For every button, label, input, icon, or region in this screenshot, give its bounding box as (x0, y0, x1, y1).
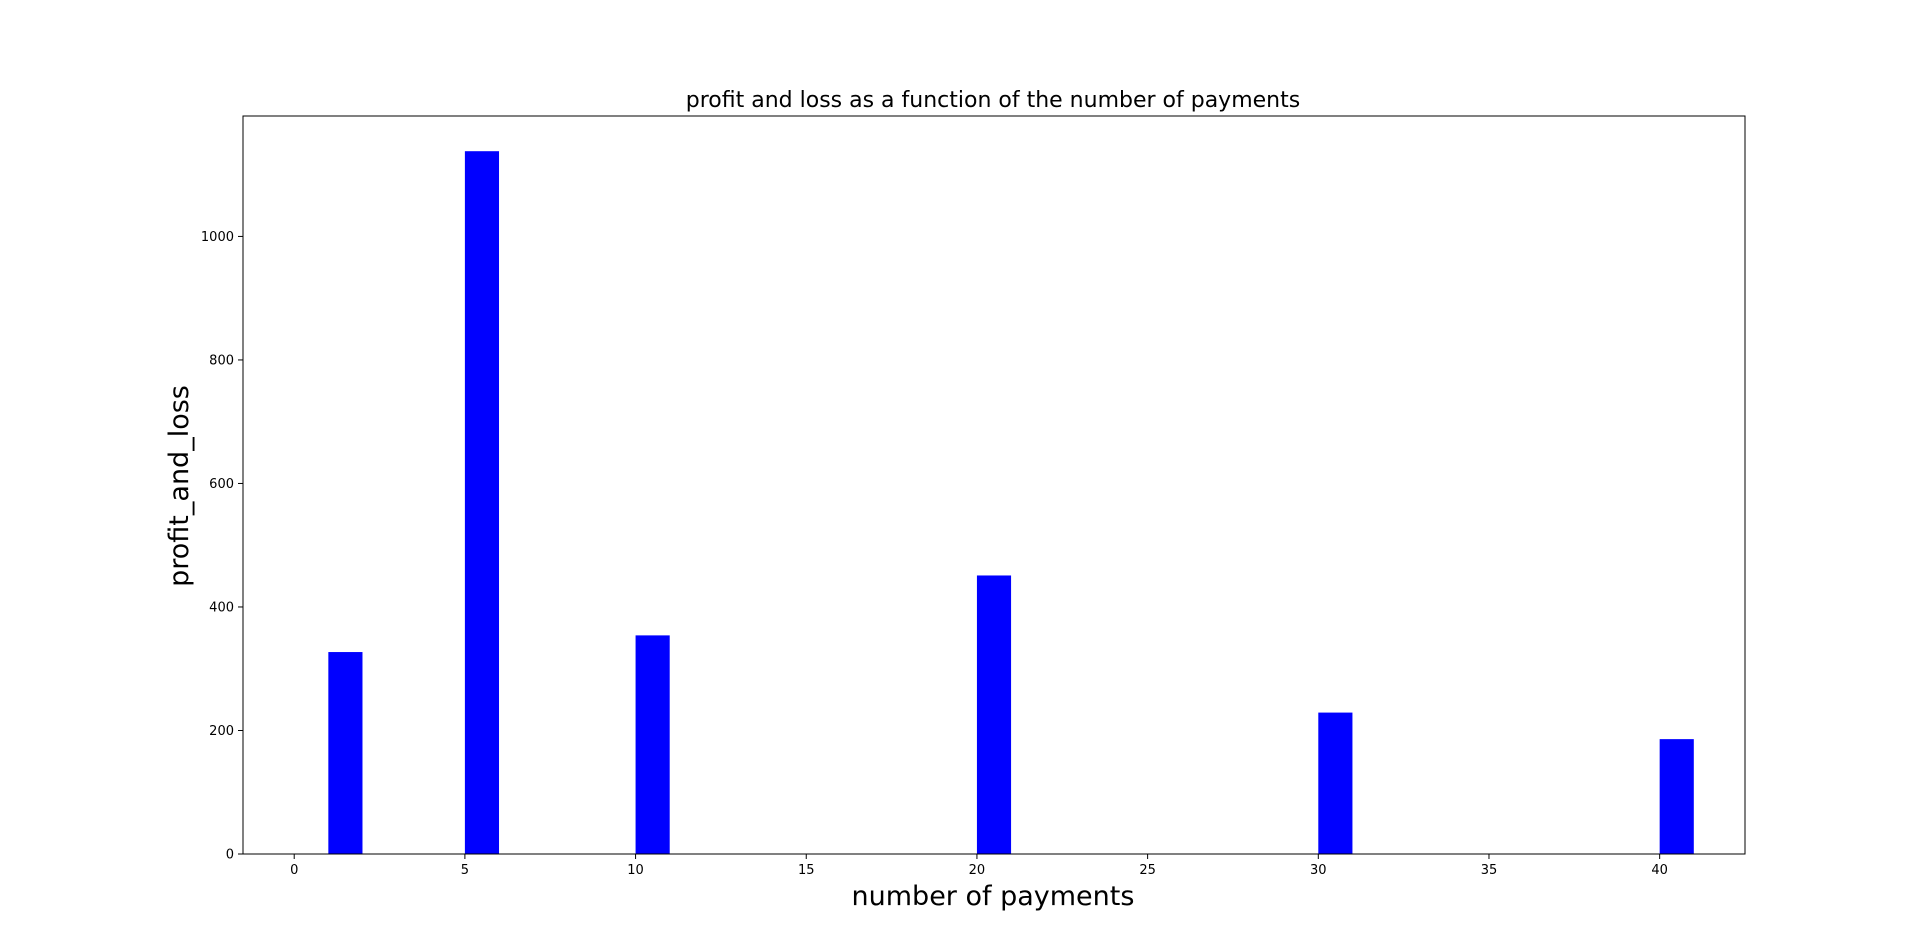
x-tick-label: 40 (1651, 863, 1668, 878)
y-tick-label: 200 (209, 724, 234, 739)
chart-title: profit and loss as a function of the num… (686, 88, 1300, 113)
x-tick-label: 10 (627, 863, 644, 878)
bar-10 (635, 635, 670, 854)
y-tick-label: 400 (209, 600, 234, 615)
bar-20 (976, 575, 1012, 854)
x-tick-label: 0 (290, 863, 298, 878)
x-axis-ticks: 0 5 10 15 20 25 30 35 40 (290, 854, 1668, 878)
y-tick-label: 800 (209, 353, 234, 368)
bar-5 (464, 151, 500, 854)
y-tick-label: 600 (209, 477, 234, 492)
y-tick-label: 0 (226, 848, 234, 863)
x-axis-label: number of payments (852, 881, 1135, 912)
y-axis-label: profit_and_loss (164, 385, 195, 587)
bar-30 (1318, 712, 1353, 854)
bars-layer (328, 151, 1694, 854)
x-tick-label: 25 (1139, 863, 1156, 878)
x-tick-label: 20 (969, 863, 986, 878)
y-tick-label: 1000 (201, 230, 234, 245)
x-tick-label: 35 (1481, 863, 1498, 878)
x-tick-label: 5 (461, 863, 469, 878)
x-tick-label: 30 (1310, 863, 1327, 878)
bar-40 (1659, 739, 1694, 854)
x-tick-label: 15 (798, 863, 815, 878)
bar-1 (328, 652, 363, 854)
y-axis-ticks: 0 200 400 600 800 1000 (201, 230, 243, 863)
plot-frame (242, 115, 1746, 855)
